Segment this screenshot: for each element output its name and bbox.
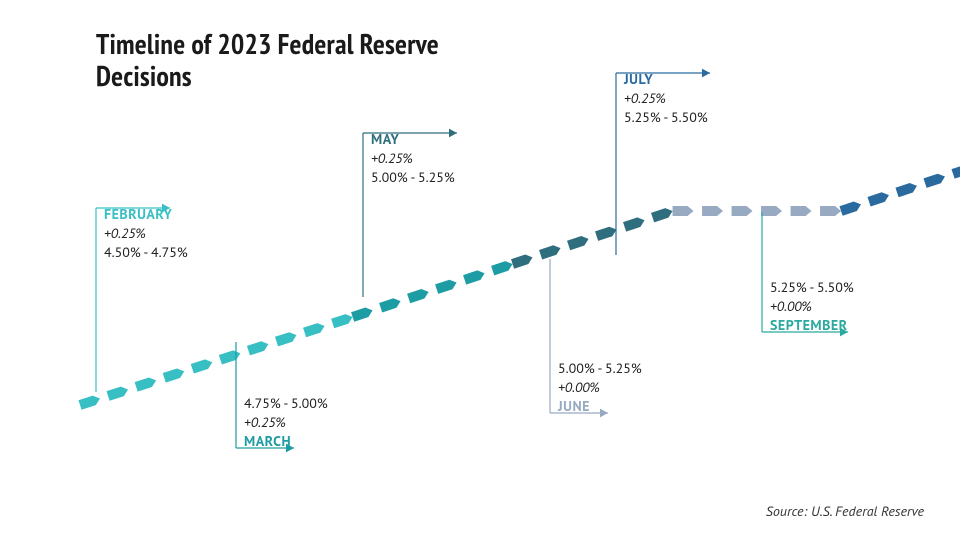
callout: JULY+0.25%5.25% - 5.50% xyxy=(624,70,708,127)
callout: MAY+0.25%5.00% - 5.25% xyxy=(371,130,455,187)
timeline-dash xyxy=(623,217,645,231)
timeline-dash xyxy=(78,396,100,410)
callout-range: 5.00% - 5.25% xyxy=(558,359,642,378)
callout-delta: +0.25% xyxy=(244,413,328,432)
timeline-dash xyxy=(191,359,213,373)
timeline-dash xyxy=(567,236,589,250)
callout-range: 5.25% - 5.50% xyxy=(770,278,854,297)
callout-range: 5.25% - 5.50% xyxy=(624,108,708,127)
timeline-dash xyxy=(791,206,812,216)
timeline-dash xyxy=(491,261,513,275)
callout-delta: +0.25% xyxy=(104,224,188,243)
timeline-dash xyxy=(463,270,485,284)
callout-delta: +0.00% xyxy=(770,297,854,316)
timeline-dash xyxy=(651,208,673,222)
timeline-dash xyxy=(820,206,841,216)
timeline-dash xyxy=(951,164,960,178)
timeline-dash xyxy=(595,227,617,241)
timeline-dash xyxy=(135,378,157,392)
timeline-dash xyxy=(839,202,861,216)
timeline-chart xyxy=(0,0,960,540)
callout: 5.25% - 5.50%+0.00%SEPTEMBER xyxy=(770,278,854,335)
callout-month: MARCH xyxy=(244,432,328,451)
callout-month: FEBRUARY xyxy=(104,205,188,224)
timeline-dash xyxy=(511,255,533,269)
timeline-dash xyxy=(435,280,457,294)
timeline-dash xyxy=(407,289,429,303)
timeline-dash xyxy=(895,183,917,197)
timeline-dash xyxy=(247,341,269,355)
callout-delta: +0.00% xyxy=(558,378,642,397)
timeline-dash xyxy=(351,308,373,322)
callout-month: MAY xyxy=(371,130,455,149)
timeline-dash xyxy=(163,368,185,382)
timeline-dash xyxy=(379,298,401,312)
timeline-dash xyxy=(331,314,353,328)
timeline-dash xyxy=(539,245,561,259)
timeline-dash xyxy=(923,174,945,188)
timeline-dash xyxy=(761,206,782,216)
callout-month: SEPTEMBER xyxy=(770,316,854,335)
callout: 4.75% - 5.00%+0.25%MARCH xyxy=(244,394,328,451)
callout: FEBRUARY+0.25%4.50% - 4.75% xyxy=(104,205,188,262)
callout-month: JULY xyxy=(624,70,708,89)
callout-range: 4.50% - 4.75% xyxy=(104,243,188,262)
callout-delta: +0.25% xyxy=(371,149,455,168)
callout-month: JUNE xyxy=(558,397,642,416)
timeline-dash xyxy=(303,323,325,337)
timeline-dash xyxy=(702,206,723,216)
timeline-dash xyxy=(867,192,889,206)
callout: 5.00% - 5.25%+0.00%JUNE xyxy=(558,359,642,416)
callout-delta: +0.25% xyxy=(624,89,708,108)
timeline-dash xyxy=(219,350,241,364)
callout-range: 5.00% - 5.25% xyxy=(371,168,455,187)
timeline-dash xyxy=(673,206,694,216)
timeline-dash xyxy=(732,206,753,216)
timeline-dash xyxy=(275,332,297,346)
timeline-dash xyxy=(107,387,129,401)
callout-range: 4.75% - 5.00% xyxy=(244,394,328,413)
